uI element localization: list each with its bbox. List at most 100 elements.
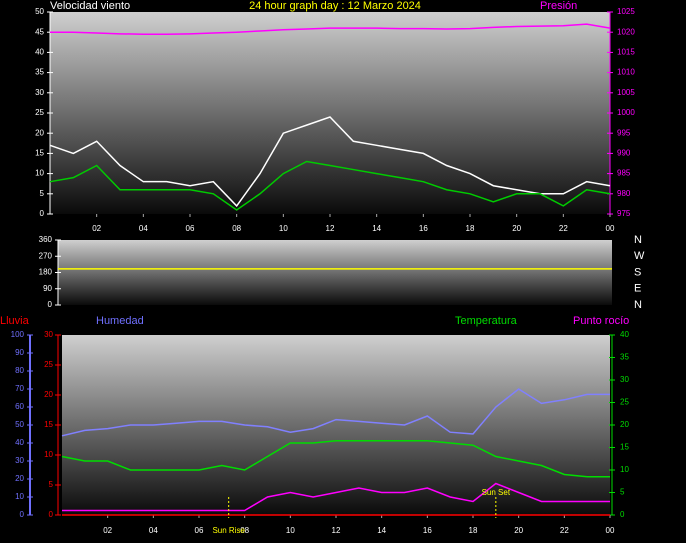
axis-label: Temperatura	[455, 315, 518, 327]
plot-area	[50, 12, 610, 214]
chart-title: 24 hour graph day : 12 Marzo 2024	[249, 0, 421, 12]
data-line	[62, 482, 610, 512]
y-tick-label: 15	[620, 443, 629, 452]
y-tick-label: 180	[39, 268, 53, 277]
annotation-label: Sun Set	[482, 488, 511, 497]
x-tick-label: 16	[423, 526, 432, 535]
axis-label: Presión	[540, 0, 577, 12]
y-tick-label: 0	[40, 209, 45, 218]
axis-label: Velocidad viento	[50, 0, 130, 12]
y-tick-label: 1000	[617, 108, 635, 117]
y-tick-label: 70	[15, 384, 24, 393]
y-tick-label: 995	[617, 128, 631, 137]
x-tick-label: 22	[559, 224, 568, 233]
y-tick-label: 20	[15, 474, 24, 483]
y-tick-label: 10	[620, 465, 629, 474]
y-tick-label: 5	[620, 488, 625, 497]
data-line	[50, 23, 611, 35]
y-tick-label: 10	[35, 169, 44, 178]
x-tick-label: 04	[149, 526, 158, 535]
x-tick-label: 10	[286, 526, 295, 535]
y-tick-label: 60	[15, 402, 24, 411]
x-tick-label: 18	[469, 526, 478, 535]
y-tick-label: 50	[15, 420, 24, 429]
x-tick-label: 10	[279, 224, 288, 233]
x-tick-label: 06	[186, 224, 195, 233]
data-line	[49, 160, 611, 211]
y-tick-label: 1010	[617, 68, 635, 77]
y-tick-label: 40	[620, 330, 629, 339]
y-tick-label: 360	[39, 235, 53, 244]
x-tick-label: 08	[232, 224, 241, 233]
y-tick-label: 15	[35, 149, 44, 158]
x-tick-label: 20	[512, 224, 521, 233]
y-tick-label: 1025	[617, 7, 635, 16]
y-tick-label: 30	[15, 456, 24, 465]
y-tick-label: W	[634, 250, 645, 262]
y-tick-label: 5	[40, 189, 45, 198]
y-tick-label: 20	[620, 420, 629, 429]
y-tick-label: 1020	[617, 27, 635, 36]
y-tick-label: 50	[35, 7, 44, 16]
y-tick-label: 30	[44, 330, 53, 339]
y-tick-label: 990	[617, 149, 631, 158]
data-line	[61, 388, 610, 437]
y-tick-label: 25	[35, 108, 44, 117]
x-tick-label: 14	[377, 526, 386, 535]
x-tick-label: 12	[326, 224, 335, 233]
x-tick-label: 14	[372, 224, 381, 233]
x-tick-label: 00	[606, 526, 615, 535]
y-tick-label: 985	[617, 169, 631, 178]
x-tick-label: 16	[419, 224, 428, 233]
axis-label: Humedad	[96, 315, 144, 327]
x-tick-label: 04	[139, 224, 148, 233]
y-tick-label: 40	[35, 48, 44, 57]
y-tick-label: 1015	[617, 48, 635, 57]
x-tick-label: 00	[606, 224, 615, 233]
y-tick-label: 1005	[617, 88, 635, 97]
y-tick-label: 0	[49, 510, 54, 519]
x-tick-label: 08	[240, 526, 249, 535]
x-tick-label: 22	[560, 526, 569, 535]
y-tick-label: 980	[617, 189, 631, 198]
x-tick-label: 12	[332, 526, 341, 535]
y-tick-label: 30	[35, 88, 44, 97]
y-tick-label: 80	[15, 366, 24, 375]
annotation-label: Sun Rise	[212, 526, 245, 535]
legend-label: Punto rocío	[573, 315, 629, 327]
y-tick-label: 5	[49, 480, 54, 489]
data-line	[49, 116, 611, 208]
y-tick-label: 90	[43, 284, 52, 293]
y-tick-label: 0	[20, 510, 25, 519]
y-tick-label: N	[634, 299, 642, 311]
x-tick-label: 06	[195, 526, 204, 535]
plot-area	[58, 240, 612, 305]
y-tick-label: 0	[48, 300, 53, 309]
y-tick-label: S	[634, 266, 641, 278]
y-tick-label: 90	[15, 348, 24, 357]
x-tick-label: 20	[514, 526, 523, 535]
data-line	[61, 440, 610, 478]
y-tick-label: 15	[44, 420, 53, 429]
y-tick-label: 100	[11, 330, 25, 339]
y-tick-label: 20	[44, 390, 53, 399]
y-tick-label: 30	[620, 375, 629, 384]
y-tick-label: 25	[44, 360, 53, 369]
y-tick-label: 270	[39, 251, 53, 260]
y-tick-label: 35	[35, 68, 44, 77]
y-tick-label: 20	[35, 128, 44, 137]
y-tick-label: 25	[620, 398, 629, 407]
x-tick-label: 18	[466, 224, 475, 233]
y-tick-label: 0	[620, 510, 625, 519]
y-tick-label: 45	[35, 27, 44, 36]
y-tick-label: 10	[15, 492, 24, 501]
y-tick-label: N	[634, 234, 642, 246]
y-tick-label: 35	[620, 353, 629, 362]
y-tick-label: 10	[44, 450, 53, 459]
x-tick-label: 02	[103, 526, 112, 535]
axis-label: Lluvia	[0, 315, 30, 327]
y-tick-label: 975	[617, 209, 631, 218]
x-tick-label: 02	[92, 224, 101, 233]
